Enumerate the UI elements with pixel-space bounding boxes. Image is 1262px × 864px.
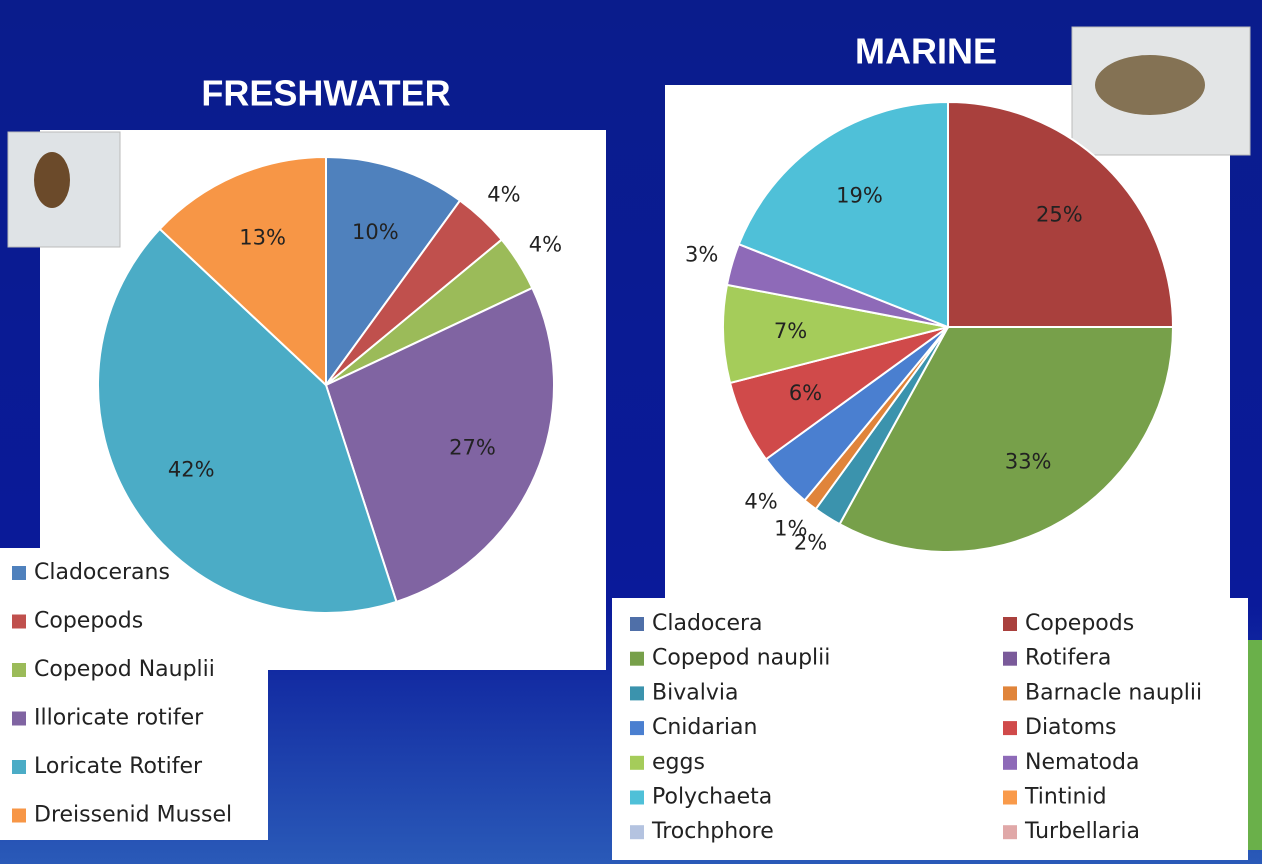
data-label: 6% [789,381,822,405]
data-label: 13% [239,226,286,250]
data-label: 4% [529,233,562,257]
legend-swatch [630,652,644,666]
legend-swatch [630,791,644,805]
legend-label: Nematoda [1025,750,1139,775]
legend-swatch [630,825,644,839]
photo-left-subject [34,152,70,208]
legend-label: Diatoms [1025,715,1117,740]
legend-swatch [12,615,26,629]
legend-label: Loricate Rotifer [34,754,203,779]
data-label: 1% [774,517,807,541]
legend-swatch [630,686,644,700]
legend-label: Cladocerans [34,560,170,585]
legend-label: Trochphore [651,819,774,844]
legend-label: Copepod Nauplii [34,657,215,682]
data-label: 10% [352,220,399,244]
legend-swatch [12,566,26,580]
data-label: 33% [1005,450,1052,474]
legend-label: Turbellaria [1024,819,1140,844]
legend-swatch [630,756,644,770]
data-label: 27% [449,435,496,459]
legend-label: Copepod nauplii [652,646,830,671]
data-label: 4% [487,183,520,207]
legend-swatch [12,809,26,823]
legend-label: eggs [652,750,705,775]
data-label: 7% [774,319,807,343]
legend-label: Barnacle nauplii [1025,680,1202,705]
legend-swatch [12,663,26,677]
legend-label: Dreissenid Mussel [34,803,232,828]
data-label: 42% [168,458,215,482]
legend-swatch [1003,617,1017,631]
legend-label: Cladocera [652,611,763,636]
legend-label: Copepods [34,609,143,634]
legend-label: Cnidarian [652,715,757,740]
legend-swatch [1003,825,1017,839]
legend-label: Polychaeta [652,785,772,810]
legend-label: Illoricate rotifer [34,706,204,731]
chart-title: MARINE [855,31,997,72]
data-label: 3% [685,242,718,266]
slide: FRESHWATER MARINE 10% 4% 4% 27% 42% 13% Cladoc… [0,0,1262,864]
legend-label: Bivalvia [652,680,738,705]
photo-right-subject [1095,55,1205,115]
legend-swatch [1003,652,1017,666]
legend-label: Copepods [1025,611,1134,636]
legend-swatch [1003,756,1017,770]
data-label: 4% [744,490,777,514]
legend-swatch [12,760,26,774]
legend-label: Tintinid [1024,785,1107,810]
legend-swatch [1003,791,1017,805]
legend-swatch [1003,721,1017,735]
legend-swatch [630,721,644,735]
legend-swatch [1003,686,1017,700]
chart-title: FRESHWATER [201,73,450,114]
data-label: 19% [836,184,883,208]
legend-label: Rotifera [1025,646,1111,671]
legend-swatch [12,712,26,726]
legend-swatch [630,617,644,631]
data-label: 25% [1036,203,1083,227]
